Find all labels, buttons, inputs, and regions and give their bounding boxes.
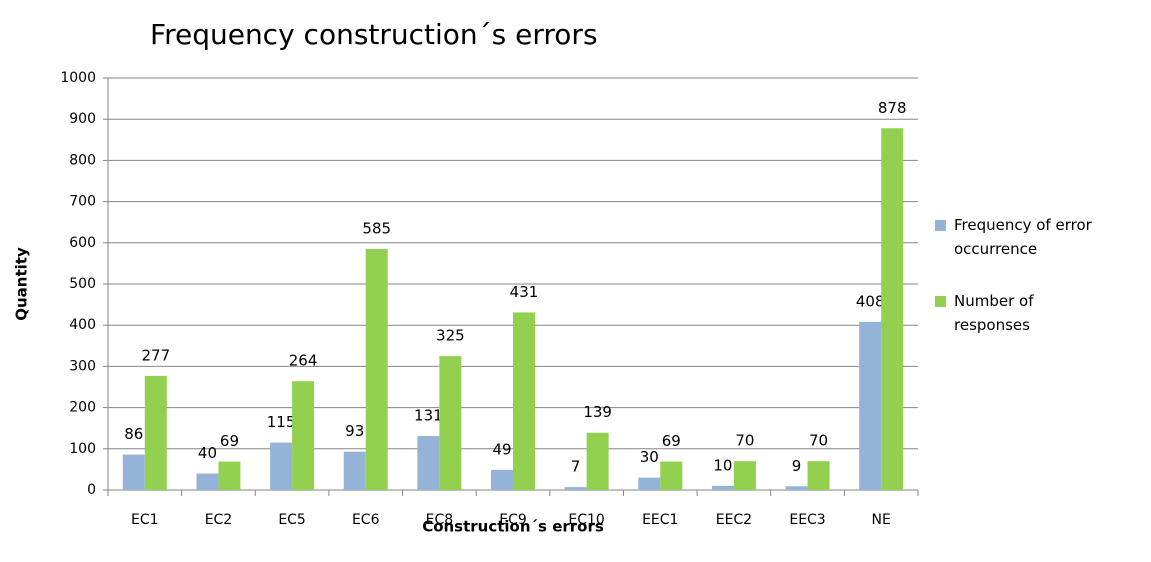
- bar: [292, 381, 315, 490]
- legend-swatch: [935, 296, 946, 307]
- x-axis-label: Construction´s errors: [422, 518, 604, 536]
- bar: [733, 461, 756, 490]
- bar: [785, 486, 808, 490]
- y-tick-label: 400: [69, 317, 96, 333]
- bar: [439, 356, 462, 490]
- data-label: 70: [735, 432, 754, 450]
- legend-item: Frequency of error occurrence: [935, 215, 1150, 261]
- data-label: 139: [583, 403, 612, 421]
- x-tick-label: NE: [872, 512, 891, 528]
- data-label: 277: [141, 346, 170, 364]
- data-label: 40: [198, 444, 217, 462]
- data-label: 10: [713, 456, 732, 474]
- legend: Frequency of error occurrence Number of r…: [935, 215, 1150, 367]
- data-label: 70: [809, 432, 828, 450]
- data-label: 69: [662, 432, 681, 450]
- bar: [144, 375, 167, 490]
- x-tick-label: EC8: [426, 512, 454, 528]
- legend-label: Number of responses: [954, 292, 1034, 334]
- data-label: 93: [345, 422, 364, 440]
- data-label: 49: [492, 440, 511, 458]
- bar: [270, 442, 293, 490]
- legend-label: Frequency of error occurrence: [954, 216, 1092, 258]
- x-tick-label: EEC3: [789, 512, 825, 528]
- x-tick-label: EC10: [568, 512, 604, 528]
- bar: [881, 128, 904, 490]
- data-label: 9: [792, 457, 802, 475]
- y-tick-label: 900: [69, 111, 96, 127]
- data-label: 878: [878, 99, 907, 117]
- bar: [859, 321, 882, 490]
- data-label: 264: [289, 352, 318, 370]
- x-tick-label: EEC2: [716, 512, 752, 528]
- data-label: 585: [362, 219, 391, 237]
- bar: [513, 312, 535, 490]
- x-tick-label: EC1: [131, 512, 159, 528]
- y-tick-label: 600: [69, 235, 96, 251]
- x-tick-label: EC6: [352, 512, 380, 528]
- data-label: 30: [640, 448, 659, 466]
- bar: [491, 469, 513, 490]
- bar: [365, 248, 388, 490]
- x-tick-label: EC5: [278, 512, 306, 528]
- chart-title: Frequency construction´s errors: [150, 18, 598, 51]
- bar: [343, 451, 366, 490]
- data-label: 7: [571, 458, 581, 476]
- y-tick-label: 300: [69, 358, 96, 374]
- legend-swatch: [935, 220, 946, 231]
- data-label: 86: [124, 425, 143, 443]
- y-tick-label: 0: [87, 482, 96, 498]
- x-tick-label: EC9: [499, 512, 527, 528]
- data-label: 325: [436, 327, 465, 345]
- bar: [638, 477, 661, 490]
- data-label: 131: [414, 407, 443, 425]
- bar: [660, 461, 683, 490]
- data-label: 69: [220, 432, 239, 450]
- y-tick-label: 100: [69, 441, 96, 457]
- x-tick-label: EC2: [205, 512, 233, 528]
- bar: [196, 473, 219, 490]
- x-tick-label: EEC1: [642, 512, 678, 528]
- y-tick-label: 500: [69, 276, 96, 292]
- bar: [586, 432, 609, 490]
- bar: [122, 454, 145, 490]
- bar: [417, 436, 440, 490]
- legend-item: Number of responses: [935, 291, 1150, 337]
- bar: [564, 487, 587, 490]
- bar: [218, 461, 241, 490]
- y-tick-label: 1000: [60, 70, 96, 86]
- data-label: 431: [510, 283, 539, 301]
- bar: [711, 485, 734, 490]
- data-label: 115: [267, 413, 296, 431]
- y-tick-label: 700: [69, 194, 96, 210]
- bar: [807, 461, 830, 490]
- y-axis-label: Quantity: [13, 247, 31, 321]
- y-tick-label: 200: [69, 400, 96, 416]
- y-tick-label: 800: [69, 152, 96, 168]
- data-label: 408: [856, 292, 885, 310]
